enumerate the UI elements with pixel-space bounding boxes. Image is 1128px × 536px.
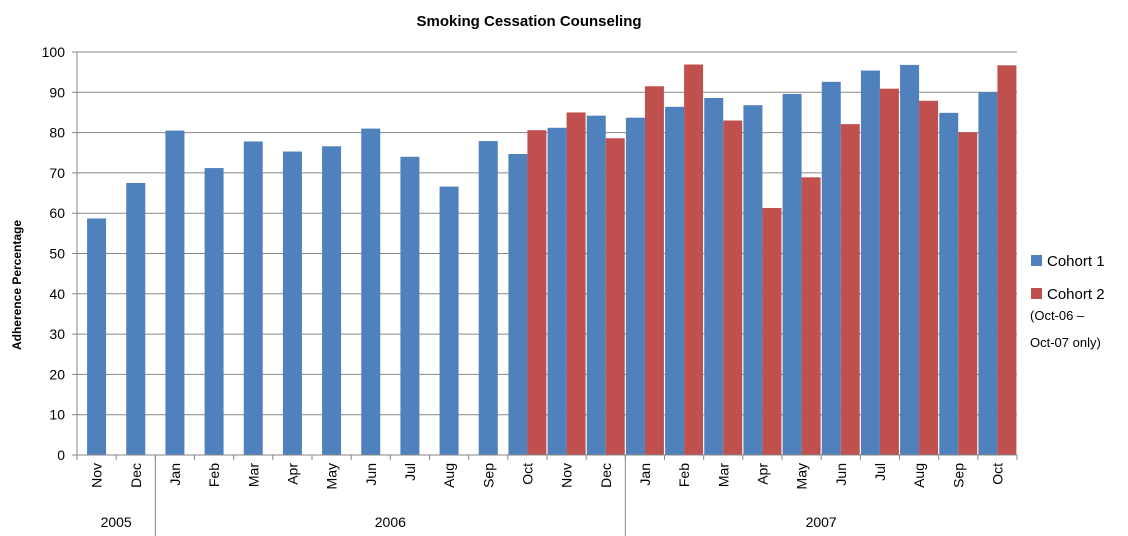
legend-swatch-cohort-1	[1031, 255, 1042, 266]
bar-cohort-1-21	[900, 64, 920, 456]
x-tick-label-19: Jun	[833, 463, 849, 486]
axes	[72, 51, 1018, 536]
y-tick-label-80: 80	[49, 125, 65, 141]
bar-cohort-1-3	[204, 168, 224, 455]
bar-cohort-1-9	[439, 186, 459, 456]
x-tick-labels: Nov Dec Jan Feb Mar Apr May Jun Jul Aug Sep Oct Nov D…	[89, 463, 1006, 490]
x-tick-label-2: Jan	[167, 463, 183, 486]
y-tick-label-60: 60	[49, 205, 65, 221]
x-tick-label-20: Jul	[872, 463, 888, 481]
y-axis-label: Adherence Percentage	[10, 220, 24, 350]
x-tick-label-15: Feb	[676, 463, 692, 487]
bar-cohort-1-6	[322, 146, 342, 455]
x-tick-label-10: Sep	[480, 463, 496, 488]
legend: Cohort 1 Cohort 2 (Oct-06 – Oct-07 only)	[1030, 253, 1105, 350]
bar-cohort-1-8	[400, 156, 420, 455]
bar-cohort-2-11	[527, 130, 547, 455]
bar-cohort-2-20	[879, 88, 899, 455]
bar-cohort-1-12	[547, 127, 567, 455]
x-tick-label-12: Nov	[559, 463, 575, 488]
legend-label-cohort-1: Cohort 1	[1047, 253, 1105, 270]
y-tick-label-20: 20	[49, 366, 65, 382]
bar-cohort-1-10	[478, 141, 498, 456]
bar-cohort-1-1	[126, 182, 146, 455]
legend-label-cohort-2: Cohort 2	[1047, 286, 1105, 303]
gridlines	[77, 51, 1017, 416]
x-tick-label-11: Oct	[519, 463, 535, 485]
x-tick-label-9: Aug	[441, 463, 457, 488]
x-tick-label-5: Apr	[284, 463, 300, 485]
x-tick-label-21: Aug	[911, 463, 927, 488]
legend-swatch-cohort-2	[1031, 288, 1042, 299]
x-tick-label-18: May	[794, 463, 810, 489]
y-tick-label-0: 0	[57, 447, 65, 463]
bar-cohort-1-23	[978, 92, 998, 456]
bar-cohort-1-22	[939, 112, 959, 455]
bars	[87, 64, 1017, 456]
x-tick-label-4: Mar	[245, 463, 261, 487]
bar-cohort-1-13	[586, 115, 606, 455]
bar-cohort-2-16	[723, 120, 743, 455]
x-tick-label-22: Sep	[950, 463, 966, 488]
x-tick-label-17: Apr	[754, 463, 770, 485]
y-tick-label-70: 70	[49, 165, 65, 181]
bar-cohort-2-19	[840, 124, 860, 456]
bar-cohort-1-14	[625, 117, 645, 456]
bar-cohort-1-4	[243, 141, 263, 455]
legend-note-line-1: (Oct-06 –	[1030, 308, 1085, 323]
x-tick-label-7: Jun	[363, 463, 379, 486]
y-tick-label-40: 40	[49, 286, 65, 302]
bar-cohort-2-13	[605, 138, 625, 455]
x-tick-label-23: Oct	[989, 463, 1005, 485]
x-tick-label-8: Jul	[402, 463, 418, 481]
x-tick-label-0: Nov	[89, 463, 105, 488]
bar-cohort-2-18	[801, 177, 821, 455]
y-tick-label-30: 30	[49, 326, 65, 342]
x-tick-label-3: Feb	[206, 463, 222, 487]
x-tick-label-16: Mar	[715, 463, 731, 487]
bar-cohort-1-11	[508, 153, 528, 456]
x-tick-label-6: May	[324, 463, 340, 489]
year-label-2007: 2007	[806, 514, 837, 530]
year-label-2006: 2006	[375, 514, 406, 530]
y-tick-label-100: 100	[42, 44, 66, 60]
year-label-2005: 2005	[101, 514, 132, 530]
bar-cohort-2-15	[684, 64, 704, 456]
y-tick-label-50: 50	[49, 246, 65, 262]
bar-cohort-1-18	[782, 93, 802, 456]
bar-cohort-2-12	[566, 112, 586, 455]
chart-title: Smoking Cessation Counseling	[416, 13, 641, 30]
bar-cohort-1-2	[165, 130, 185, 455]
y-tick-label-10: 10	[49, 407, 65, 423]
year-labels: 2005 2006 2007	[101, 514, 837, 530]
bar-cohort-2-21	[919, 100, 939, 455]
y-tick-labels: 0 10 20 30 40 50 60 70 80 90 100	[42, 44, 66, 463]
bar-cohort-1-17	[743, 105, 763, 456]
bar-cohort-1-19	[821, 81, 841, 456]
bar-cohort-1-20	[860, 70, 880, 456]
bar-cohort-2-14	[644, 86, 664, 455]
x-tick-label-1: Dec	[128, 463, 144, 488]
bar-cohort-2-22	[958, 132, 978, 455]
legend-note-line-2: Oct-07 only)	[1030, 335, 1101, 350]
bar-cohort-1-0	[87, 218, 107, 455]
bar-cohort-1-16	[704, 97, 724, 455]
bar-cohort-2-23	[997, 65, 1017, 455]
x-tick-label-13: Dec	[598, 463, 614, 488]
y-tick-label-90: 90	[49, 84, 65, 100]
bar-cohort-1-7	[361, 128, 381, 455]
x-tick-label-14: Jan	[637, 463, 653, 486]
bar-cohort-1-5	[282, 151, 302, 455]
bar-cohort-2-17	[762, 207, 782, 455]
bar-cohort-1-15	[665, 106, 685, 456]
